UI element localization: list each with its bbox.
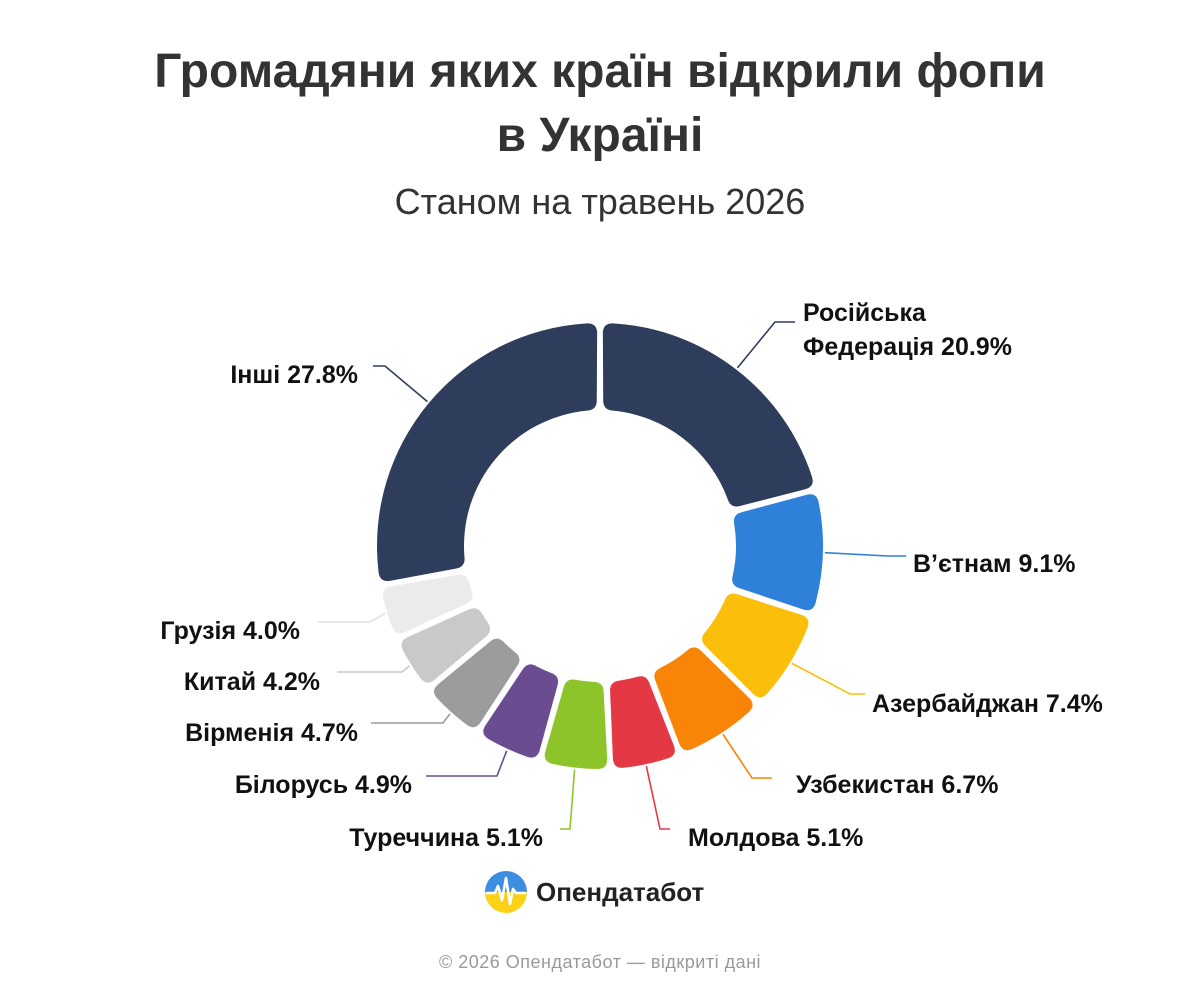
slice-7-leader-line <box>426 750 508 777</box>
slice-2-label: В’єтнам 9.1% <box>913 550 1075 578</box>
slice-8 <box>433 638 520 728</box>
slice-11 <box>377 323 598 582</box>
slice-6-label: Туреччина 5.1% <box>349 824 543 852</box>
donut-slices <box>377 323 823 769</box>
slice-11-label: Інші 27.8% <box>230 361 358 389</box>
leader-lines <box>318 321 906 830</box>
slice-10-leader-line <box>318 612 386 623</box>
slice-9-leader-line <box>337 665 411 673</box>
slice-6 <box>544 679 608 769</box>
slice-2-label-line-1: В’єтнам 9.1% <box>913 550 1075 578</box>
brand: Опендатабот <box>484 868 704 916</box>
chart-subtitle: Станом на травень 2026 <box>394 181 806 222</box>
slice-1-label-line-2: Федерація 20.9% <box>803 333 1012 361</box>
slice-8-label-line-1: Вірменія 4.7% <box>185 719 358 747</box>
slice-10 <box>382 574 473 634</box>
slice-9-label-line-1: Китай 4.2% <box>184 668 320 696</box>
slice-8-leader-line <box>371 713 451 724</box>
slice-7 <box>483 664 559 758</box>
slice-7-label: Білорусь 4.9% <box>235 771 412 799</box>
slice-3-label: Азербайджан 7.4% <box>872 690 1103 718</box>
slice-9 <box>401 608 491 683</box>
opendatabot-logo-icon <box>485 871 527 913</box>
slice-1-label: Російська Федерація 20.9% <box>803 299 1012 361</box>
slice-3-leader-line <box>791 662 865 695</box>
slice-3-label-line-1: Азербайджан 7.4% <box>872 690 1103 718</box>
slice-4-leader-line <box>722 733 772 779</box>
slice-labels: Російська Федерація 20.9% В’єтнам 9.1% Азер… <box>160 299 1103 852</box>
slice-6-leader-line <box>560 769 576 830</box>
slice-1 <box>602 323 813 507</box>
slice-4-label: Узбекистан 6.7% <box>796 771 998 799</box>
slice-5-label: Молдова 5.1% <box>688 824 863 852</box>
slice-5-leader-line <box>645 766 670 830</box>
chart-title-line-2: в Україні <box>496 109 704 162</box>
slice-1-label-line-1: Російська <box>803 299 927 327</box>
slice-2 <box>732 494 823 611</box>
slice-11-leader-line <box>373 365 428 403</box>
slice-9-label: Китай 4.2% <box>184 668 320 696</box>
slice-10-label-line-1: Грузія 4.0% <box>160 617 300 645</box>
brand-name: Опендатабот <box>536 876 705 907</box>
slice-4-label-line-1: Узбекистан 6.7% <box>796 771 998 799</box>
slice-10-label: Грузія 4.0% <box>160 617 300 645</box>
slice-7-label-line-1: Білорусь 4.9% <box>235 771 412 799</box>
slice-3 <box>702 593 809 698</box>
slice-8-label: Вірменія 4.7% <box>185 719 358 747</box>
slice-5 <box>610 676 675 768</box>
footer-copyright: © 2026 Опендатабот — відкриті дані <box>438 952 762 972</box>
slice-6-label-line-1: Туреччина 5.1% <box>349 824 543 852</box>
slice-1-leader-line <box>736 321 795 369</box>
slice-2-leader-line <box>824 551 906 557</box>
chart-title: Громадяни яких країн відкрили фопи в Укр… <box>0 40 1200 168</box>
slice-4 <box>654 647 753 751</box>
chart-title-line-1: Громадяни яких країн відкрили фопи <box>154 45 1046 98</box>
slice-11-label-line-1: Інші 27.8% <box>230 361 358 389</box>
slice-5-label-line-1: Молдова 5.1% <box>688 824 863 852</box>
